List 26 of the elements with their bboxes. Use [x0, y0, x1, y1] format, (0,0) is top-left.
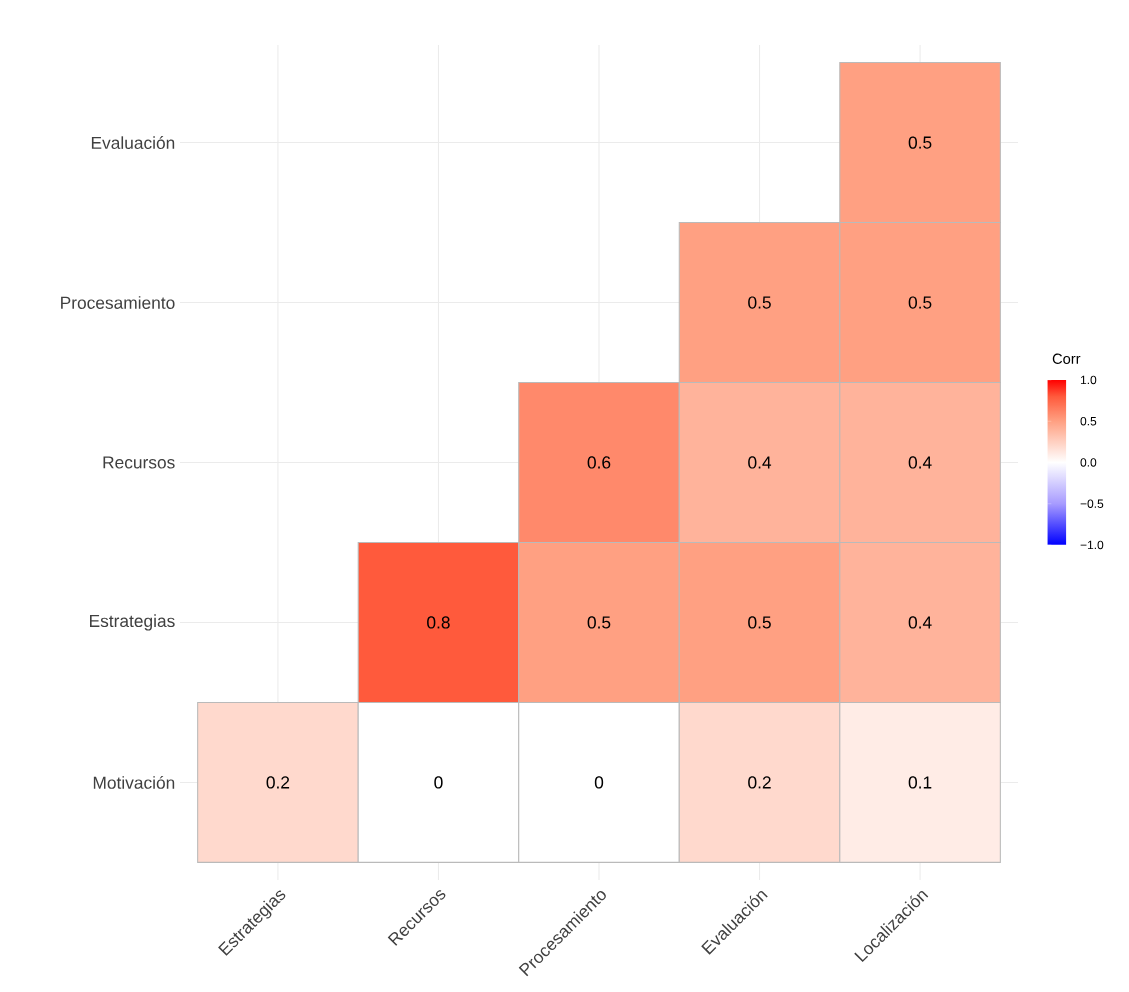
data-label: 0.8: [427, 616, 450, 629]
data-label: 0.5: [748, 296, 771, 309]
data-label: 0.4: [908, 616, 932, 629]
data-label: 0.5: [587, 616, 611, 629]
data-label: 0.5: [908, 296, 932, 309]
y-tick-label: Procesamiento: [61, 296, 175, 309]
color-bar-label: −0.5: [1080, 499, 1104, 508]
data-label: 0: [594, 776, 604, 789]
data-label: 0.4: [748, 456, 772, 469]
data-label: 0.2: [748, 776, 771, 789]
data-label: 0.4: [908, 456, 932, 469]
color-bar-label: 1.0: [1080, 375, 1097, 385]
data-label: 0: [434, 776, 443, 789]
color-bar-label: 0.5: [1080, 416, 1097, 426]
color-bar-title: Corr: [1052, 353, 1081, 364]
y-tick-label: Estrategias: [90, 614, 175, 631]
data-label: 0.5: [908, 136, 932, 149]
color-bar-label: 0.0: [1080, 458, 1097, 467]
data-label: 0.2: [266, 776, 290, 789]
color-bar-label: −1.0: [1080, 540, 1104, 550]
y-tick-label: Recursos: [103, 456, 175, 469]
y-tick-label: Motivación: [93, 775, 175, 789]
data-label: 0.6: [587, 456, 611, 469]
data-label: 0.5: [748, 616, 771, 629]
data-label: 0.1: [908, 776, 932, 789]
y-tick-label: Evaluación: [91, 136, 175, 150]
